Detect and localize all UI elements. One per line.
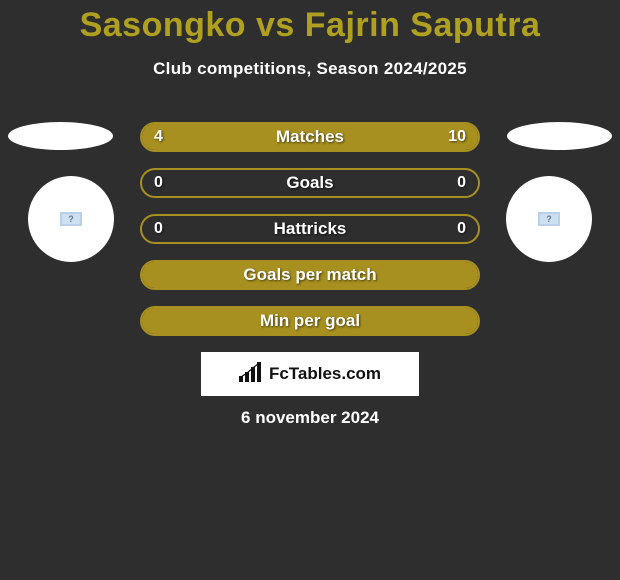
placeholder-icon: ?	[60, 212, 82, 226]
placeholder-icon: ?	[538, 212, 560, 226]
stat-row: Min per goal	[140, 306, 480, 336]
date-line: 6 november 2024	[0, 408, 620, 428]
page-subtitle: Club competitions, Season 2024/2025	[0, 59, 620, 79]
watermark: FcTables.com	[201, 352, 419, 396]
stat-row: 00Hattricks	[140, 214, 480, 244]
stat-label: Matches	[142, 124, 478, 150]
stat-row: Goals per match	[140, 260, 480, 290]
player-ellipse-right	[507, 122, 612, 150]
stat-label: Goals per match	[142, 262, 478, 288]
stat-row: 410Matches	[140, 122, 480, 152]
page-title: Sasongko vs Fajrin Saputra	[0, 0, 620, 45]
bars-icon	[239, 362, 263, 387]
club-badge-right: ?	[506, 176, 592, 262]
stat-label: Min per goal	[142, 308, 478, 334]
stat-label: Goals	[142, 170, 478, 196]
club-badge-left: ?	[28, 176, 114, 262]
stat-row: 00Goals	[140, 168, 480, 198]
stats-container: 410Matches 00Goals 00Hattricks Goals per ma…	[140, 122, 480, 352]
player-ellipse-left	[8, 122, 113, 150]
watermark-text: FcTables.com	[269, 364, 381, 384]
stat-label: Hattricks	[142, 216, 478, 242]
